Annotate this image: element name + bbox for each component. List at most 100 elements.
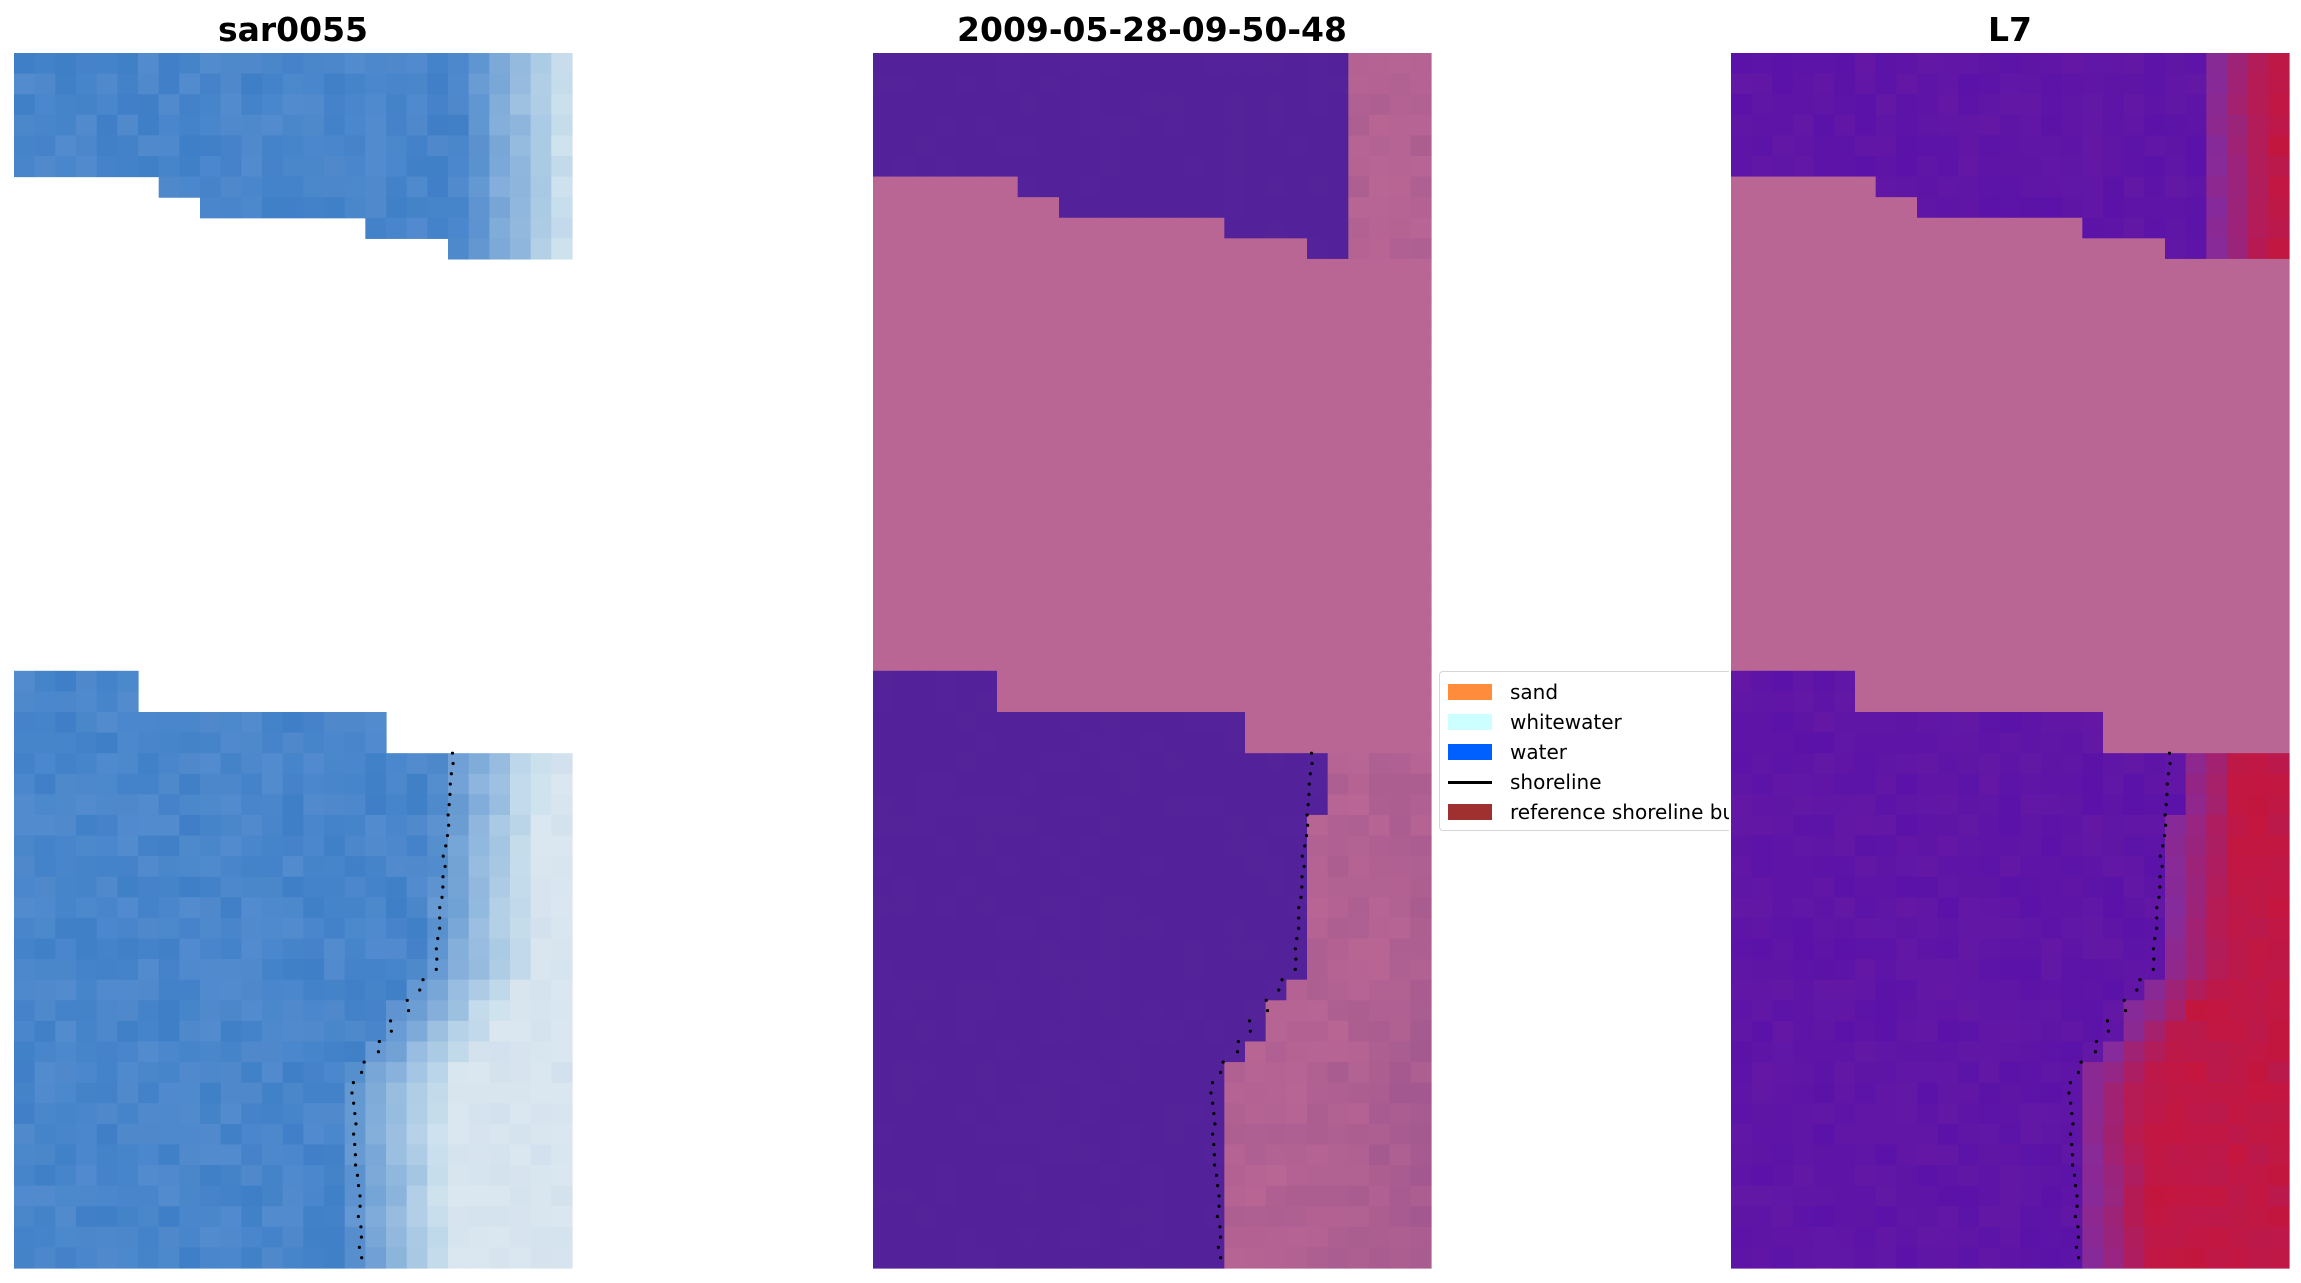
image-pixel bbox=[1017, 114, 1039, 136]
image-pixel bbox=[2020, 506, 2042, 528]
image-pixel bbox=[1286, 506, 1308, 528]
image-pixel bbox=[34, 1185, 56, 1207]
image-pixel bbox=[427, 856, 449, 878]
image-pixel bbox=[1307, 1206, 1329, 1228]
image-pixel bbox=[1896, 423, 1918, 445]
image-pixel bbox=[2082, 1165, 2104, 1187]
image-pixel bbox=[1038, 1103, 1060, 1125]
image-pixel bbox=[1389, 403, 1411, 425]
image-pixel bbox=[282, 711, 304, 734]
image-pixel bbox=[914, 794, 936, 816]
image-pixel bbox=[1348, 423, 1370, 445]
image-pixel bbox=[997, 1226, 1019, 1248]
image-pixel bbox=[1100, 320, 1122, 342]
image-pixel bbox=[1100, 814, 1122, 837]
image-pixel bbox=[2020, 979, 2042, 1001]
image-pixel bbox=[1389, 217, 1411, 239]
image-pixel bbox=[1307, 753, 1329, 775]
image-pixel bbox=[1751, 1082, 1773, 1104]
image-pixel bbox=[1958, 1226, 1980, 1248]
image-pixel bbox=[76, 1000, 98, 1022]
image-pixel bbox=[1286, 1185, 1308, 1207]
image-pixel bbox=[34, 938, 56, 960]
image-pixel bbox=[1793, 1247, 1815, 1269]
image-pixel bbox=[365, 53, 387, 75]
image-pixel bbox=[96, 1062, 118, 1084]
image-pixel bbox=[1286, 938, 1308, 960]
image-pixel bbox=[1937, 444, 1959, 466]
image-pixel bbox=[1855, 73, 1877, 95]
image-pixel bbox=[344, 53, 366, 75]
image-pixel bbox=[1079, 1123, 1101, 1146]
image-pixel bbox=[1410, 670, 1432, 692]
image-pixel bbox=[1079, 464, 1101, 487]
image-pixel bbox=[955, 1082, 977, 1104]
image-pixel bbox=[1999, 114, 2021, 136]
image-pixel bbox=[1224, 114, 1246, 136]
image-pixel bbox=[955, 279, 977, 301]
image-pixel bbox=[1979, 711, 2001, 734]
image-pixel bbox=[1937, 629, 1959, 651]
image-pixel bbox=[530, 114, 552, 136]
image-pixel bbox=[2061, 753, 2083, 775]
image-pixel bbox=[1369, 1185, 1391, 1207]
image-pixel bbox=[2247, 711, 2269, 734]
image-pixel bbox=[1017, 1103, 1039, 1125]
image-pixel bbox=[530, 814, 552, 837]
image-pixel bbox=[976, 876, 998, 898]
image-pixel bbox=[2165, 1226, 2187, 1248]
image-pixel bbox=[2144, 794, 2166, 816]
image-pixel bbox=[1751, 1041, 1773, 1063]
image-pixel bbox=[893, 650, 915, 672]
image-pixel bbox=[1772, 979, 1794, 1001]
image-pixel bbox=[1245, 753, 1267, 775]
image-pixel bbox=[448, 959, 470, 981]
image-pixel bbox=[1307, 1226, 1329, 1248]
image-pixel bbox=[2206, 300, 2228, 322]
image-pixel bbox=[2103, 814, 2125, 837]
image-pixel bbox=[1307, 73, 1329, 95]
image-pixel bbox=[1286, 1206, 1308, 1228]
image-pixel bbox=[1162, 1062, 1184, 1084]
image-pixel bbox=[1079, 444, 1101, 466]
image-pixel bbox=[1162, 444, 1184, 466]
image-pixel bbox=[1307, 135, 1329, 157]
image-pixel bbox=[914, 176, 936, 198]
image-pixel bbox=[1917, 979, 1939, 1001]
image-pixel bbox=[1162, 258, 1184, 281]
image-pixel bbox=[1348, 650, 1370, 672]
shoreline-point bbox=[1297, 906, 1301, 910]
image-pixel bbox=[1121, 567, 1143, 590]
image-pixel bbox=[1369, 1206, 1391, 1228]
image-pixel bbox=[96, 856, 118, 878]
image-pixel bbox=[2041, 300, 2063, 322]
image-pixel bbox=[1162, 73, 1184, 95]
image-pixel bbox=[1017, 485, 1039, 507]
image-pixel bbox=[893, 732, 915, 754]
image-pixel bbox=[1348, 547, 1370, 569]
image-pixel bbox=[1162, 423, 1184, 445]
image-pixel bbox=[1286, 485, 1308, 507]
image-pixel bbox=[1307, 1185, 1329, 1207]
image-pixel bbox=[1265, 938, 1287, 960]
image-pixel bbox=[55, 938, 77, 960]
image-pixel bbox=[220, 1041, 242, 1063]
image-pixel bbox=[1327, 629, 1349, 651]
image-pixel bbox=[468, 94, 490, 116]
water-swatch bbox=[1448, 744, 1492, 760]
image-pixel bbox=[1958, 135, 1980, 157]
image-pixel bbox=[510, 959, 532, 981]
image-pixel bbox=[1834, 464, 1856, 487]
image-pixel bbox=[1017, 1206, 1039, 1228]
image-pixel bbox=[893, 258, 915, 281]
image-pixel bbox=[324, 979, 346, 1001]
image-pixel bbox=[1917, 403, 1939, 425]
image-pixel bbox=[893, 670, 915, 692]
image-pixel bbox=[448, 1041, 470, 1063]
image-pixel bbox=[2041, 423, 2063, 445]
image-pixel bbox=[1813, 1226, 1835, 1248]
image-pixel bbox=[2206, 753, 2228, 775]
image-pixel bbox=[2041, 773, 2063, 795]
image-pixel bbox=[1958, 629, 1980, 651]
image-pixel bbox=[1038, 711, 1060, 734]
